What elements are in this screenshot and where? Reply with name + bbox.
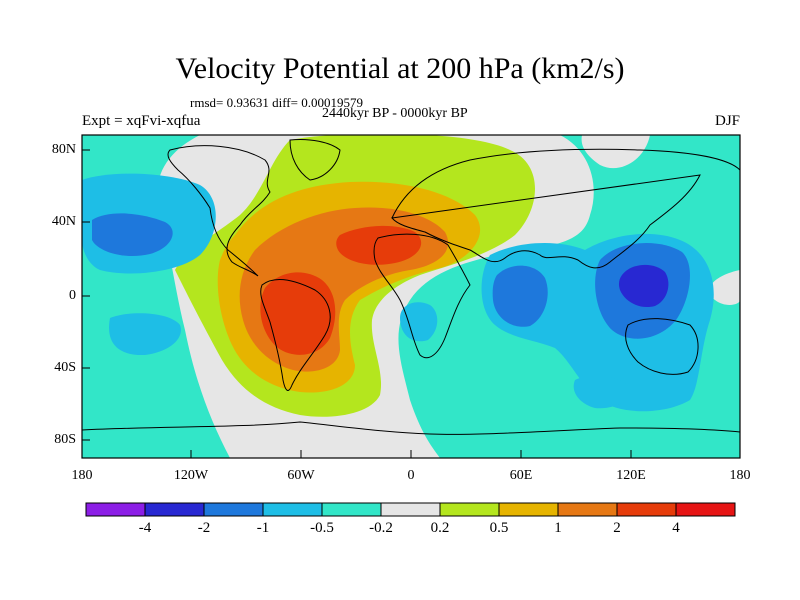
lon-label-120e: 120E — [616, 468, 646, 483]
coast-eurasia — [391, 148, 740, 269]
lat-label-80n: 80N — [51, 142, 76, 157]
colorbar-label-6: 0.2 — [430, 520, 450, 536]
lat-label-0: 0 — [69, 288, 76, 303]
season-label: DJF — [714, 113, 740, 129]
colorbar — [85, 502, 736, 517]
colorbar-swatch — [557, 502, 618, 517]
period-label: 2440kyr BP - 0000kyr BP — [322, 106, 468, 121]
colorbar-label-4: -0.5 — [310, 520, 334, 536]
colorbar-label-3: -1 — [256, 520, 270, 536]
map-title: Velocity Potential at 200 hPa (km2/s) — [175, 52, 625, 85]
colorbar-label-10: 4 — [672, 520, 680, 536]
experiment-label: Expt = xqFvi-xqfua — [82, 113, 201, 129]
colorbar-swatch — [321, 502, 382, 517]
lon-label-60w: 60W — [287, 468, 315, 483]
colorbar-swatch — [498, 502, 559, 517]
neg-strong-arabian — [492, 265, 548, 327]
lon-label-180e: 180 — [729, 468, 751, 483]
colorbar-swatch — [439, 502, 500, 517]
neg-mod-indian — [400, 302, 438, 342]
lon-label-60e: 60E — [509, 468, 533, 483]
coast-africa — [373, 233, 471, 359]
lat-label-80s: 80S — [54, 432, 76, 447]
axis-ticks — [82, 149, 632, 458]
colorbar-label-9: 2 — [613, 520, 621, 536]
colorbar-label-2: -2 — [197, 520, 211, 536]
neg-max-maritime — [618, 264, 669, 308]
colorbar-swatch — [675, 502, 736, 517]
neg-mod-south-pacific — [109, 313, 181, 356]
neg-mod-south-indian — [573, 375, 631, 409]
colorbar-swatch — [85, 502, 146, 517]
coast-south-america — [260, 279, 331, 391]
neutral-north-pacific — [581, 135, 650, 169]
lon-label-0: 0 — [407, 468, 415, 483]
pos-max-region — [260, 225, 422, 355]
coast-australia — [625, 318, 699, 375]
lon-label-120w: 120W — [173, 468, 209, 483]
stats-label: rmsd= 0.93631 diff= 0.00019579 — [190, 95, 363, 110]
colorbar-swatch — [616, 502, 677, 517]
colorbar-label-5: -0.2 — [369, 520, 393, 536]
colorbar-swatch — [144, 502, 205, 517]
colorbar-label-1: -4 — [138, 520, 152, 536]
coastlines — [82, 139, 740, 435]
colorbar-swatch — [262, 502, 323, 517]
lat-label-40n: 40N — [51, 214, 76, 229]
colorbar-swatch — [380, 502, 441, 517]
colorbar-label-8: 1 — [554, 520, 562, 536]
coast-antarctica — [82, 421, 740, 435]
lon-label-180w: 180 — [71, 468, 93, 483]
colorbar-swatch — [203, 502, 264, 517]
map-field — [82, 135, 740, 458]
colorbar-label-7: 0.5 — [489, 520, 509, 536]
coast-greenland — [289, 139, 341, 181]
neutral-east-pacific — [709, 270, 740, 305]
neg-strong-north-pacific — [92, 213, 173, 257]
lat-label-40s: 40S — [54, 360, 76, 375]
coast-north-america — [167, 145, 271, 277]
